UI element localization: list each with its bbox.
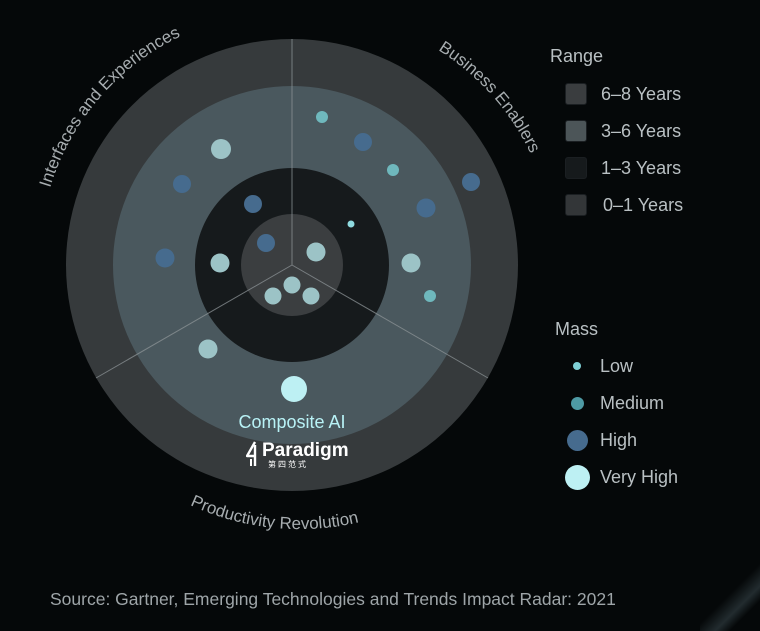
mass-medium-dot <box>570 396 584 410</box>
dot-high <box>354 133 372 151</box>
mass-legend-item: Medium <box>563 389 664 417</box>
dot-medium <box>283 276 301 294</box>
range-label: 1–3 Years <box>601 157 682 178</box>
mass-label: Medium <box>600 392 665 413</box>
brand-name: Paradigm <box>262 440 349 461</box>
range-legend-item: 3–6 Years <box>565 120 681 142</box>
range-legend-item: 0–1 Years <box>565 194 683 216</box>
dot-high <box>257 234 275 252</box>
range-legend-title: Range <box>550 46 604 66</box>
range-swatch <box>565 120 587 142</box>
segment-label-productivity: Productivity Revolution <box>188 491 360 533</box>
dot-high <box>462 173 480 191</box>
source-caption: Source: Gartner, Emerging Technologies a… <box>50 589 616 609</box>
dot-very-high <box>281 376 307 402</box>
brand-subtitle: 第四范式 <box>268 460 308 469</box>
mass-label: High <box>600 429 638 450</box>
dot-medium <box>198 339 218 359</box>
mass-high-dot <box>566 429 588 451</box>
range-swatch <box>565 157 587 179</box>
paradigm-logo-icon <box>246 441 257 466</box>
dot-medium <box>302 287 320 305</box>
range-swatch <box>565 194 587 216</box>
dot-medium <box>264 287 282 305</box>
range-legend-item: 6–8 Years <box>565 83 681 105</box>
range-label: 3–6 Years <box>601 120 682 141</box>
mass-legend-item: Low <box>563 352 633 380</box>
dot-medium <box>387 164 399 176</box>
dot-high <box>244 195 262 213</box>
range-legend-item: 1–3 Years <box>565 157 681 179</box>
dot-medium <box>316 111 328 123</box>
mass-label: Very High <box>600 466 679 487</box>
dot-medium <box>210 253 230 273</box>
technology-dots <box>155 111 480 402</box>
mass-legend-title: Mass <box>555 319 599 339</box>
range-label: 0–1 Years <box>603 194 684 215</box>
range-swatch <box>565 83 587 105</box>
dot-medium <box>401 253 421 273</box>
dot-medium <box>211 139 231 159</box>
mass-low-dot <box>573 362 581 370</box>
brand-logo: Paradigm 第四范式 <box>246 441 349 469</box>
dot-low <box>347 220 355 228</box>
dot-high <box>155 248 175 268</box>
highlight-label: Composite AI <box>238 412 345 432</box>
mass-very-high-dot <box>564 464 590 490</box>
mass-legend-item: Very High <box>563 463 678 491</box>
dot-high <box>416 198 436 218</box>
corner-glint <box>700 541 760 631</box>
sector-dividers <box>95 39 489 379</box>
range-label: 6–8 Years <box>601 83 682 104</box>
dot-medium <box>424 290 436 302</box>
mass-label: Low <box>600 355 634 376</box>
mass-legend-item: High <box>563 426 637 454</box>
dot-high <box>173 175 191 193</box>
dot-medium <box>306 242 326 262</box>
